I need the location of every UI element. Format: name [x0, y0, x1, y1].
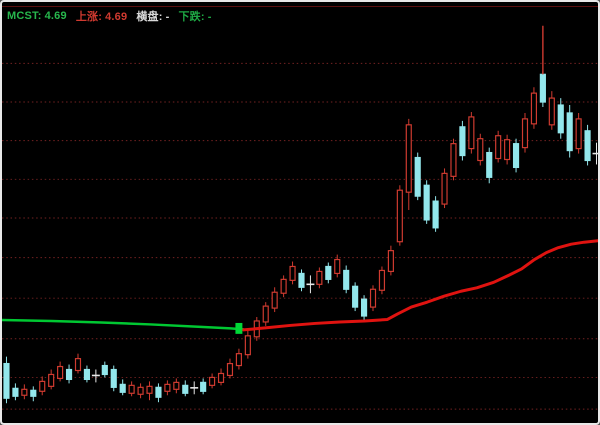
candle-down	[343, 269, 350, 290]
candle-down	[30, 389, 37, 397]
candle-up	[164, 383, 171, 392]
candle-down	[12, 387, 19, 397]
candle-up	[369, 288, 377, 308]
candle-up	[396, 189, 403, 243]
flat-label: 横盘:	[136, 11, 163, 23]
candle-up	[378, 269, 386, 291]
candle-down	[3, 362, 10, 399]
candle-up	[21, 388, 28, 396]
candle-down	[566, 112, 573, 152]
line-junction-marker	[235, 322, 243, 334]
candle-up	[217, 372, 225, 383]
candle-up	[575, 118, 582, 150]
candle-up	[146, 385, 153, 394]
candle-down	[83, 368, 91, 381]
candle-up	[173, 381, 180, 390]
candle-up	[244, 335, 251, 356]
green-cost-line	[2, 318, 245, 331]
indicator-header: MCST: 4.69 上涨: 4.69 横盘: - 下跌: -	[7, 9, 221, 23]
candle-up	[39, 380, 46, 392]
candle-up	[128, 384, 135, 394]
candle-up	[57, 365, 64, 380]
candle-up	[521, 118, 529, 149]
candle-down	[182, 384, 189, 394]
candle-down	[512, 143, 520, 169]
candle-up	[289, 265, 296, 281]
candle-up	[477, 138, 484, 162]
candle-down	[200, 381, 207, 392]
candle-down	[101, 364, 108, 376]
mcst-label: MCST:	[7, 10, 42, 22]
candle-up	[209, 376, 216, 386]
candle-up	[271, 291, 278, 309]
candle-up	[74, 358, 82, 372]
candle-up	[316, 270, 323, 285]
panel-top-border	[2, 6, 598, 7]
candle-up	[450, 143, 457, 177]
candle-up	[468, 116, 475, 150]
candle-down	[486, 151, 493, 178]
down-value: -	[207, 11, 212, 23]
candle-up	[262, 305, 269, 323]
candle-up	[226, 362, 234, 377]
candle-down	[65, 368, 73, 381]
candle-up	[387, 250, 394, 273]
candle-up	[548, 97, 555, 126]
candle-down	[119, 383, 126, 393]
header-item-mcst: MCST: 4.69	[7, 10, 67, 22]
header-item-flat: 横盘: -	[136, 8, 169, 24]
candle-up	[530, 92, 538, 125]
candle-up	[495, 135, 502, 160]
candle-up	[405, 124, 412, 193]
red-cost-line	[241, 239, 598, 332]
flat-value: -	[165, 11, 170, 23]
candle-down	[539, 73, 546, 103]
candle-down	[110, 368, 117, 388]
candle-up	[334, 258, 341, 275]
candle-down	[360, 298, 368, 317]
candle-down	[414, 156, 421, 197]
candle-down	[584, 130, 591, 162]
candle-down	[298, 272, 305, 288]
candle-down	[423, 184, 430, 221]
candle-down	[557, 104, 564, 134]
candle-up	[441, 172, 448, 205]
header-item-up: 上涨: 4.69	[76, 8, 127, 24]
candle-up	[235, 353, 242, 367]
candle-down	[325, 265, 332, 280]
down-label: 下跌:	[178, 11, 205, 23]
header-item-down: 下跌: -	[178, 8, 211, 24]
candle-down	[459, 126, 466, 157]
candle-up	[280, 278, 287, 294]
candle-down	[432, 200, 439, 229]
candle-up	[137, 386, 144, 395]
candle-down	[352, 285, 359, 308]
up-label: 上涨:	[75, 11, 103, 23]
mcst-value: 4.69	[44, 10, 67, 22]
up-value: 4.69	[105, 11, 128, 23]
candle-up	[504, 139, 511, 161]
candle-up	[48, 373, 55, 387]
candle-down	[155, 386, 162, 398]
